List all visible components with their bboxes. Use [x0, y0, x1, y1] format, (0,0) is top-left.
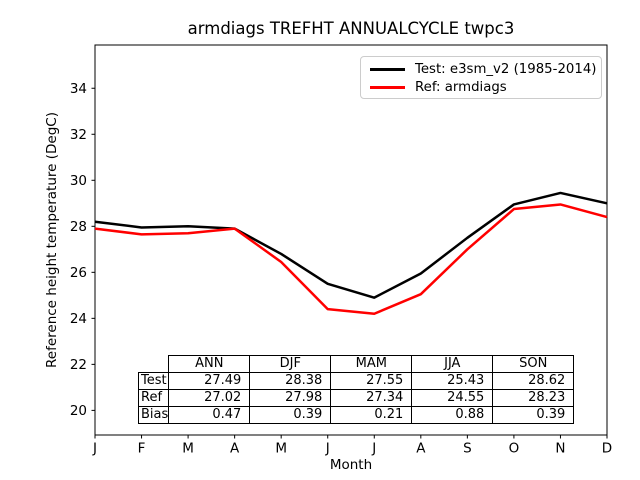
table-row-test: Test 27.49 28.38 27.55 25.43 28.62 — [137, 372, 575, 390]
bias-jja-value: 0.88 — [411, 406, 494, 424]
table-header-row: ANN DJF MAM JJA SON — [139, 355, 575, 373]
x-tick-label: M — [182, 441, 194, 457]
row-header-test: Test — [137, 372, 170, 390]
bias-djf-value: 0.39 — [249, 406, 332, 424]
table-row-bias: Bias 0.47 0.39 0.21 0.88 0.39 — [137, 406, 575, 424]
series-line-test — [94, 191, 608, 299]
y-tick-label: 34 — [70, 81, 87, 97]
ref-son-value: 28.23 — [492, 389, 575, 407]
table-blank-cell — [139, 356, 169, 373]
ref-djf-value: 27.98 — [249, 389, 332, 407]
test-djf-value: 28.38 — [249, 372, 332, 390]
test-son-value: 28.62 — [492, 372, 575, 390]
y-tick-label: 24 — [70, 311, 87, 327]
chart-title: armdiags TREFHT ANNUALCYCLE twpc3 — [187, 19, 515, 38]
x-tick-label: O — [509, 441, 520, 457]
ref-mam-value: 27.34 — [330, 389, 413, 407]
ref-line-swatch — [370, 86, 405, 89]
test-mam-value: 27.55 — [330, 372, 413, 390]
bias-ann-value: 0.47 — [168, 406, 251, 424]
x-tick-label: A — [416, 441, 426, 457]
legend: Test: e3sm_v2 (1985-2014) Ref: armdiags — [360, 56, 602, 99]
col-header-jja: JJA — [411, 355, 494, 373]
col-header-mam: MAM — [330, 355, 413, 373]
ref-ann-value: 27.02 — [168, 389, 251, 407]
x-tick-label: S — [463, 441, 472, 457]
col-header-djf: DJF — [249, 355, 332, 373]
test-ann-value: 27.49 — [168, 372, 251, 390]
x-tick-label: J — [325, 441, 330, 457]
y-tick-label: 22 — [70, 357, 87, 373]
series-line-ref — [94, 203, 608, 315]
y-tick-label: 30 — [70, 173, 87, 189]
test-jja-value: 25.43 — [411, 372, 494, 390]
legend-entry-ref: Ref: armdiags — [370, 79, 601, 96]
x-axis-label: Month — [329, 457, 373, 473]
y-tick-label: 20 — [70, 403, 87, 419]
table-row-ref: Ref 27.02 27.98 27.34 24.55 28.23 — [137, 389, 575, 407]
stats-table: ANN DJF MAM JJA SON Test 27.49 28.38 27.… — [137, 355, 575, 424]
y-axis-ticks: 20 22 24 26 28 30 32 34 — [70, 81, 95, 419]
y-tick-label: 26 — [70, 265, 87, 281]
x-tick-label: J — [371, 441, 376, 457]
x-tick-label: J — [92, 441, 97, 457]
legend-entry-test: Test: e3sm_v2 (1985-2014) — [370, 61, 601, 78]
axes-frame — [94, 44, 608, 436]
bias-son-value: 0.39 — [492, 406, 575, 424]
data-series — [94, 191, 608, 315]
y-tick-label: 32 — [70, 127, 87, 143]
legend-label-ref: Ref: armdiags — [415, 80, 507, 95]
test-line-swatch — [370, 68, 405, 71]
x-tick-label: N — [555, 441, 565, 457]
x-tick-label: F — [138, 441, 146, 457]
col-header-son: SON — [492, 355, 575, 373]
bias-mam-value: 0.21 — [330, 406, 413, 424]
ref-jja-value: 24.55 — [411, 389, 494, 407]
y-tick-label: 28 — [70, 219, 87, 235]
x-tick-label: A — [230, 441, 240, 457]
y-axis-label: Reference height temperature (DegC) — [44, 112, 60, 368]
col-header-ann: ANN — [168, 355, 251, 373]
x-tick-label: D — [602, 441, 612, 457]
row-header-bias: Bias — [137, 406, 170, 424]
row-header-ref: Ref — [137, 389, 170, 407]
x-tick-label: M — [275, 441, 287, 457]
legend-label-test: Test: e3sm_v2 (1985-2014) — [415, 62, 597, 77]
